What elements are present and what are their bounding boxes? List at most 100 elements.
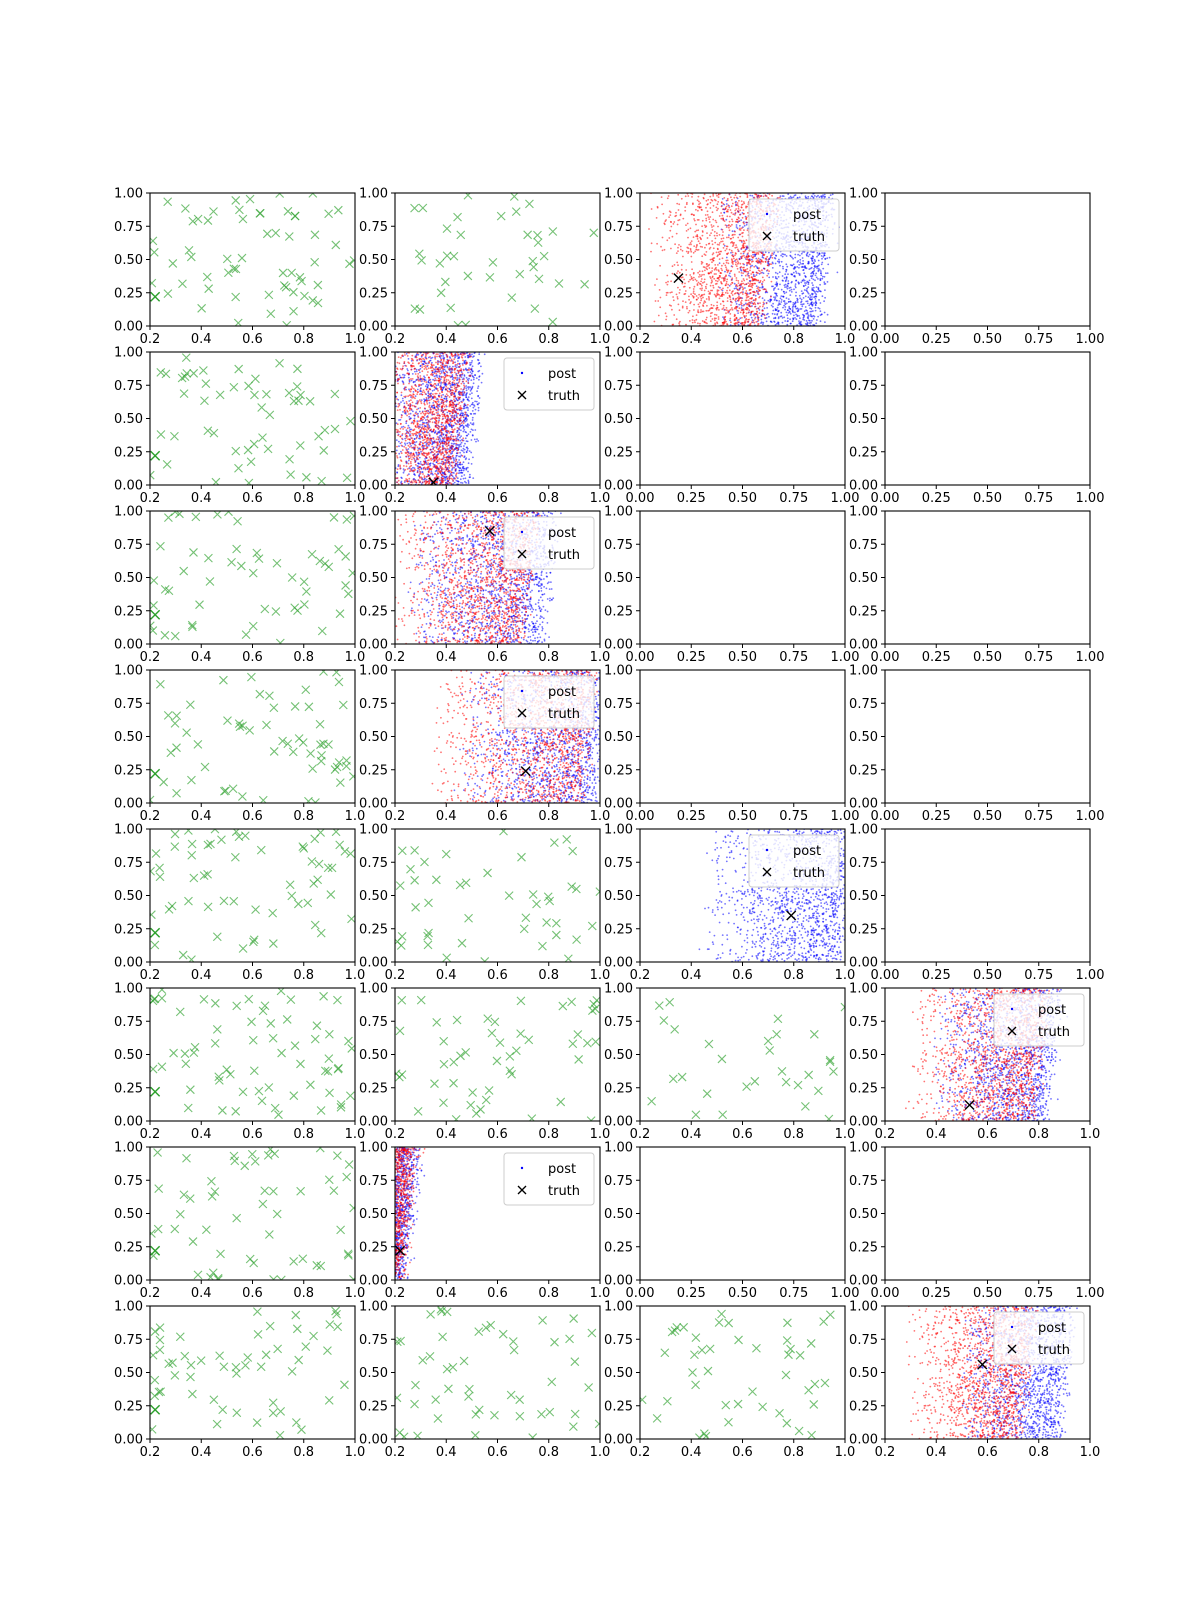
posterior-point <box>452 365 454 368</box>
posterior-point <box>412 466 414 469</box>
posterior-point <box>403 360 406 363</box>
posterior-point <box>739 195 742 198</box>
posterior-point <box>677 193 680 196</box>
posterior-point <box>823 193 826 196</box>
posterior-point <box>465 376 468 379</box>
axes-frame <box>149 192 356 327</box>
posterior-point <box>450 414 452 417</box>
posterior-point <box>746 268 749 270</box>
posterior-point <box>805 309 807 311</box>
posterior-point <box>459 451 461 454</box>
posterior-point <box>745 299 748 302</box>
posterior-point <box>729 308 732 311</box>
posterior-point <box>450 433 453 436</box>
sample-point <box>170 431 179 441</box>
posterior-point <box>682 300 684 303</box>
posterior-point <box>700 280 702 283</box>
posterior-point <box>725 280 728 283</box>
posterior-point <box>673 264 676 266</box>
posterior-point <box>735 208 738 210</box>
posterior-point <box>419 399 421 401</box>
posterior-point <box>410 452 413 455</box>
posterior-point <box>806 300 809 303</box>
plot-area <box>150 193 355 326</box>
posterior-point <box>443 425 446 428</box>
posterior-point <box>740 269 743 272</box>
posterior-point <box>731 220 734 223</box>
x-tick-label: 0.8 <box>538 332 559 347</box>
posterior-point <box>742 272 744 275</box>
posterior-point <box>469 431 472 433</box>
posterior-point <box>773 296 775 299</box>
posterior-point <box>810 298 812 301</box>
posterior-point <box>811 296 813 298</box>
posterior-point <box>467 470 469 473</box>
posterior-point <box>747 307 749 310</box>
posterior-point <box>414 395 417 397</box>
posterior-point <box>419 461 422 463</box>
posterior-point <box>697 281 700 284</box>
posterior-point <box>789 264 792 266</box>
posterior-point <box>440 470 443 473</box>
plot-area <box>648 193 840 326</box>
posterior-point <box>754 291 756 294</box>
posterior-point <box>785 270 787 273</box>
x-tick-label: 1.0 <box>590 332 611 347</box>
posterior-point <box>740 200 743 203</box>
posterior-point <box>798 282 800 284</box>
posterior-point <box>745 245 747 248</box>
posterior-point <box>686 306 688 308</box>
posterior-point <box>821 261 824 264</box>
posterior-point <box>744 308 747 310</box>
posterior-point <box>402 376 405 379</box>
posterior-point <box>715 308 718 311</box>
posterior-point <box>697 303 700 306</box>
posterior-point <box>735 303 738 305</box>
posterior-point <box>720 267 723 270</box>
sample-point <box>292 382 302 391</box>
posterior-point <box>777 276 780 278</box>
sample-point <box>246 457 256 467</box>
posterior-point <box>735 258 738 261</box>
posterior-point <box>463 474 466 476</box>
posterior-point <box>384 465 386 467</box>
posterior-point <box>400 441 403 444</box>
posterior-point <box>739 291 742 294</box>
posterior-point <box>681 305 684 308</box>
posterior-point <box>463 429 466 431</box>
posterior-point <box>451 392 454 394</box>
posterior-point <box>815 290 818 293</box>
posterior-point <box>730 249 733 252</box>
posterior-point <box>815 272 818 275</box>
posterior-point <box>746 293 749 296</box>
posterior-point <box>401 397 404 400</box>
posterior-point <box>406 442 409 445</box>
posterior-point <box>757 323 760 325</box>
posterior-point <box>690 250 693 253</box>
posterior-point <box>428 402 431 404</box>
posterior-point <box>413 473 415 476</box>
posterior-point <box>465 394 467 397</box>
posterior-point <box>461 471 464 474</box>
posterior-point <box>409 460 412 463</box>
posterior-point <box>728 234 730 237</box>
posterior-point <box>703 266 706 269</box>
posterior-point <box>685 203 688 206</box>
subplot-r1-c1: 0.2 0.4 0.6 0.8 1.00.000.250.500.751.00 <box>114 187 365 348</box>
sample-point <box>222 254 232 264</box>
posterior-point <box>458 463 461 466</box>
posterior-point <box>804 195 807 198</box>
posterior-point <box>735 246 738 249</box>
posterior-point <box>755 308 758 310</box>
posterior-point <box>746 196 749 199</box>
posterior-point <box>709 271 712 274</box>
posterior-point <box>728 248 731 251</box>
posterior-point <box>774 262 777 265</box>
posterior-point <box>676 297 679 300</box>
posterior-point <box>805 300 808 303</box>
x-tick-label: 0.4 <box>191 332 212 347</box>
posterior-point <box>472 382 475 385</box>
posterior-point <box>677 209 680 211</box>
posterior-point <box>465 468 468 471</box>
sample-point <box>313 298 323 308</box>
